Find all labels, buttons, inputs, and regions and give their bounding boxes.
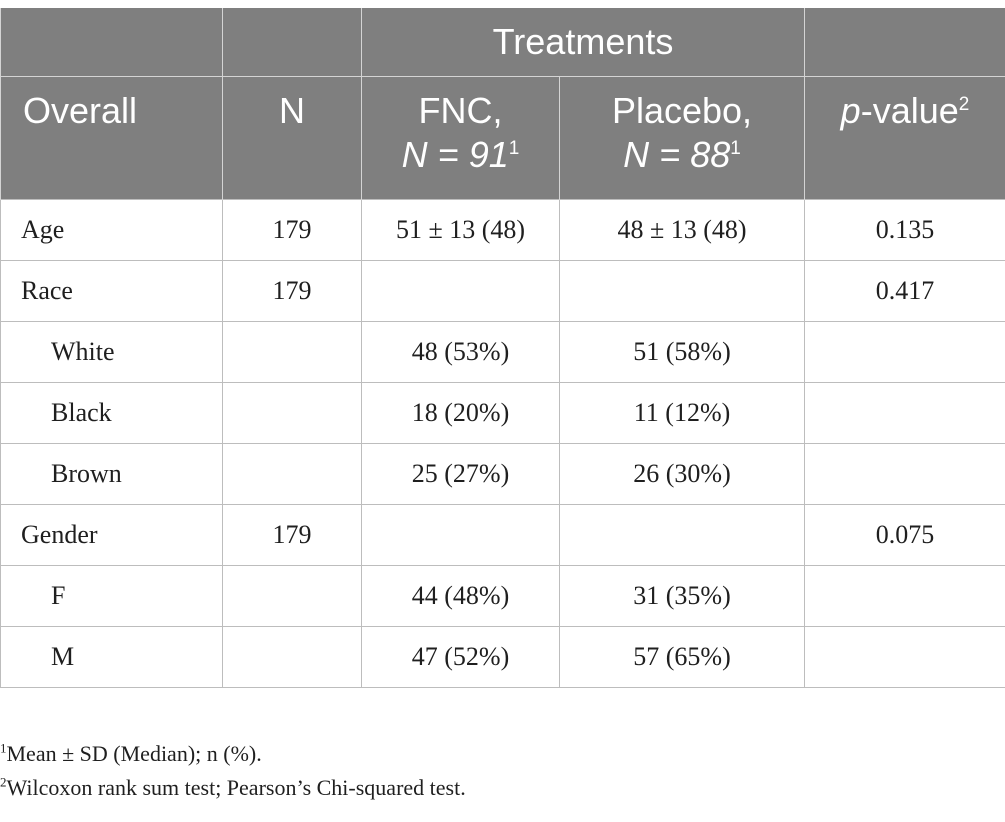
- cell-p-value: 0.075: [804, 504, 1005, 566]
- placebo-footnote-marker: 1: [730, 138, 741, 159]
- table-row: Black 18 (20%) 11 (12%): [0, 382, 1005, 444]
- cell-p-value: [804, 321, 1005, 383]
- cell-n: 179: [222, 504, 362, 566]
- cell-placebo: 11 (12%): [558, 382, 806, 444]
- cell-p-value: [804, 565, 1005, 627]
- row-label: Age: [0, 199, 223, 261]
- footnotes: 1Mean ± SD (Median); n (%). 2Wilcoxon ra…: [0, 737, 466, 805]
- table-row: Brown 25 (27%) 26 (30%): [0, 443, 1005, 505]
- table-row: Age 179 51 ± 13 (48) 48 ± 13 (48) 0.135: [0, 199, 1005, 261]
- footnote-text: Wilcoxon rank sum test; Pearson’s Chi-sq…: [6, 775, 466, 800]
- header-group-row: Treatments: [0, 8, 1005, 77]
- fnc-footnote-marker: 1: [508, 138, 520, 159]
- footnote: 2Wilcoxon rank sum test; Pearson’s Chi-s…: [0, 771, 466, 805]
- cell-n: [222, 626, 362, 688]
- cell-fnc: 18 (20%): [361, 382, 560, 444]
- cell-placebo: 31 (35%): [558, 565, 806, 627]
- header-empty-cell: [222, 8, 362, 77]
- cell-fnc: 47 (52%): [361, 626, 560, 688]
- cell-fnc: [361, 504, 560, 566]
- col-header-overall: Overall: [0, 76, 223, 200]
- cell-n: [222, 321, 362, 383]
- treatments-group-header: Treatments: [360, 8, 806, 77]
- row-label: Gender: [0, 504, 223, 566]
- table-body: Age 179 51 ± 13 (48) 48 ± 13 (48) 0.135 …: [0, 199, 1005, 688]
- cell-p-value: [804, 626, 1005, 688]
- cell-n: 179: [222, 199, 362, 261]
- cell-p-value: 0.135: [804, 199, 1005, 261]
- placebo-n: N = 88: [623, 134, 731, 175]
- cell-n: 179: [222, 260, 362, 322]
- table-row: Gender 179 0.075: [0, 504, 1005, 566]
- header-empty-cell: [804, 8, 1005, 77]
- table-row: Race 179 0.417: [0, 260, 1005, 322]
- col-header-p-value: p-value2: [804, 76, 1005, 200]
- cell-p-value: [804, 443, 1005, 505]
- footnote-marker: 2: [0, 774, 7, 790]
- cell-p-value: [804, 382, 1005, 444]
- header-columns-row: Overall N FNC, N = 911 Placebo, N = 881 …: [0, 76, 1005, 200]
- demographics-table: Treatments Overall N FNC, N = 911 Placeb…: [0, 8, 1005, 688]
- row-label: Black: [0, 382, 223, 444]
- cell-fnc: 25 (27%): [361, 443, 560, 505]
- row-label: M: [0, 626, 223, 688]
- p-footnote-marker: 2: [958, 94, 970, 115]
- table-row: F 44 (48%) 31 (35%): [0, 565, 1005, 627]
- p-letter: p: [840, 90, 861, 131]
- fnc-label: FNC,: [418, 90, 503, 131]
- cell-fnc: 44 (48%): [361, 565, 560, 627]
- cell-fnc: 48 (53%): [361, 321, 560, 383]
- row-label: Brown: [0, 443, 223, 505]
- placebo-label: Placebo,: [611, 90, 753, 131]
- cell-placebo: [558, 504, 806, 566]
- cell-n: [222, 443, 362, 505]
- row-label: Race: [0, 260, 223, 322]
- footnote-marker: 1: [0, 740, 7, 756]
- footnote-text: Mean ± SD (Median); n (%).: [6, 741, 262, 766]
- row-label: F: [0, 565, 223, 627]
- cell-fnc: 51 ± 13 (48): [361, 199, 560, 261]
- header-empty-cell: [0, 8, 223, 77]
- cell-placebo: [558, 260, 806, 322]
- cell-p-value: 0.417: [804, 260, 1005, 322]
- table-header: Treatments Overall N FNC, N = 911 Placeb…: [0, 8, 1005, 200]
- table-row: M 47 (52%) 57 (65%): [0, 626, 1005, 688]
- cell-placebo: 57 (65%): [558, 626, 806, 688]
- col-header-n: N: [222, 76, 362, 200]
- fnc-n: N = 91: [401, 134, 509, 175]
- cell-placebo: 48 ± 13 (48): [558, 199, 806, 261]
- cell-placebo: 51 (58%): [558, 321, 806, 383]
- col-header-placebo: Placebo, N = 881: [558, 76, 806, 200]
- p-value-label: -value: [860, 90, 959, 131]
- cell-fnc: [361, 260, 560, 322]
- table-row: White 48 (53%) 51 (58%): [0, 321, 1005, 383]
- col-header-fnc: FNC, N = 911: [361, 76, 560, 200]
- cell-n: [222, 382, 362, 444]
- cell-n: [222, 565, 362, 627]
- cell-placebo: 26 (30%): [558, 443, 806, 505]
- row-label: White: [0, 321, 223, 383]
- footnote: 1Mean ± SD (Median); n (%).: [0, 737, 466, 771]
